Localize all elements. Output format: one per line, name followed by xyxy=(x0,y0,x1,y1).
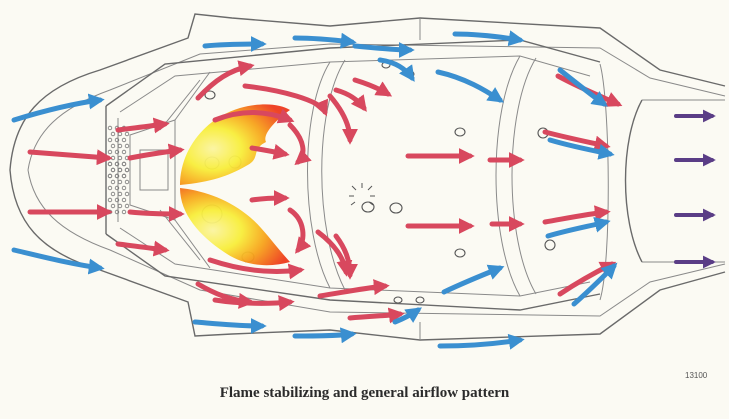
red-airflow-arrow xyxy=(127,143,185,161)
diagram-caption: Flame stabilizing and general airflow pa… xyxy=(219,385,510,401)
combustion-chamber-diagram xyxy=(9,13,726,350)
swirler-perforations xyxy=(107,125,130,215)
perforation-dot xyxy=(114,197,120,203)
perforation-dot xyxy=(110,167,116,173)
perforation-dot xyxy=(124,143,130,149)
red-airflow-arrow xyxy=(207,257,305,280)
perforation-dot xyxy=(124,203,130,209)
perforation-dot xyxy=(117,179,123,185)
perforation-dot xyxy=(121,161,127,167)
red-airflow-arrow xyxy=(127,205,185,222)
perforation-dot xyxy=(121,185,127,191)
blue-airflow-arrow xyxy=(547,137,615,160)
perforation-dot xyxy=(117,143,123,149)
blue-airflow-arrow xyxy=(571,262,618,307)
perforation-dot xyxy=(110,191,116,197)
red-airflow-arrow xyxy=(317,279,390,299)
blue-airflow-arrow xyxy=(437,333,525,350)
red-airflow-arrow xyxy=(115,240,170,257)
blue-airflow-arrow xyxy=(441,264,505,295)
red-airflow-arrow xyxy=(212,295,295,312)
red-airflow-arrow xyxy=(333,233,358,280)
red-airflow-arrow xyxy=(242,83,329,117)
red-airflow-arrow xyxy=(352,77,393,97)
blue-airflow-arrow xyxy=(11,247,105,275)
figure-number: 13100 xyxy=(685,371,708,380)
red-airflow-arrow xyxy=(327,93,358,145)
red-airflow-arrow xyxy=(347,307,405,324)
red-airflow-arrow xyxy=(115,117,170,134)
perforation-dot xyxy=(121,137,127,143)
blue-airflow-arrow xyxy=(352,41,415,58)
perforation-dot xyxy=(121,173,127,179)
perforation-dot xyxy=(107,149,113,155)
red-airflow-arrow xyxy=(212,108,295,124)
perforation-dot xyxy=(121,149,127,155)
perforation-dot xyxy=(117,203,123,209)
flame-lower-lobe xyxy=(180,188,290,266)
perforation-dot xyxy=(114,173,120,179)
perforation-dot xyxy=(110,155,116,161)
airflow-arrows xyxy=(11,30,716,350)
nozzle xyxy=(599,63,725,301)
flame xyxy=(180,104,290,266)
perforation-dot xyxy=(117,167,123,173)
perforation-dot xyxy=(124,179,130,185)
blue-airflow-arrow xyxy=(392,307,422,325)
perforation-dot xyxy=(114,185,120,191)
red-airflow-arrow xyxy=(249,143,290,160)
perforation-dot xyxy=(124,131,130,137)
perforation-dot xyxy=(121,209,127,215)
blue-airflow-arrow xyxy=(435,69,504,103)
red-airflow-arrow xyxy=(27,149,113,166)
perforation-dot xyxy=(114,209,120,215)
perforation-dot xyxy=(107,185,113,191)
red-airflow-arrow xyxy=(287,122,312,166)
perforation-dot xyxy=(110,179,116,185)
blue-airflow-arrow xyxy=(192,317,267,334)
perforation-dot xyxy=(124,167,130,173)
red-airflow-arrow xyxy=(333,87,367,112)
perforation-dot xyxy=(114,137,120,143)
perforation-dot xyxy=(107,137,113,143)
perforation-dot xyxy=(114,149,120,155)
perforation-dot xyxy=(110,203,116,209)
red-airflow-arrow xyxy=(249,190,290,207)
red-airflow-arrow xyxy=(195,60,255,101)
perforation-dot xyxy=(107,197,113,203)
red-airflow-arrow xyxy=(287,207,312,254)
igniter-spark-icon xyxy=(349,183,375,206)
perforation-dot xyxy=(124,191,130,197)
blue-airflow-arrow xyxy=(292,327,357,344)
perforation-dot xyxy=(114,161,120,167)
perforation-dot xyxy=(107,125,113,131)
blue-airflow-arrow xyxy=(557,67,608,107)
blue-airflow-arrow xyxy=(452,30,525,47)
perforation-dot xyxy=(107,173,113,179)
red-airflow-arrow xyxy=(542,205,611,225)
perforation-dot xyxy=(110,143,116,149)
outer-casing xyxy=(9,13,726,341)
blue-airflow-arrow xyxy=(377,57,415,82)
perforation-dot xyxy=(107,161,113,167)
red-airflow-arrow xyxy=(315,229,353,277)
perforation-dot xyxy=(121,197,127,203)
perforation-dot xyxy=(117,191,123,197)
flame-upper-lobe xyxy=(180,104,290,185)
perforation-dot xyxy=(110,131,116,137)
perforation-dot xyxy=(117,155,123,161)
blue-airflow-arrow xyxy=(545,216,611,239)
blue-airflow-arrow xyxy=(202,36,267,53)
perforation-dot xyxy=(117,131,123,137)
blue-airflow-arrow xyxy=(292,32,357,49)
blue-airflow-arrow xyxy=(11,93,105,123)
